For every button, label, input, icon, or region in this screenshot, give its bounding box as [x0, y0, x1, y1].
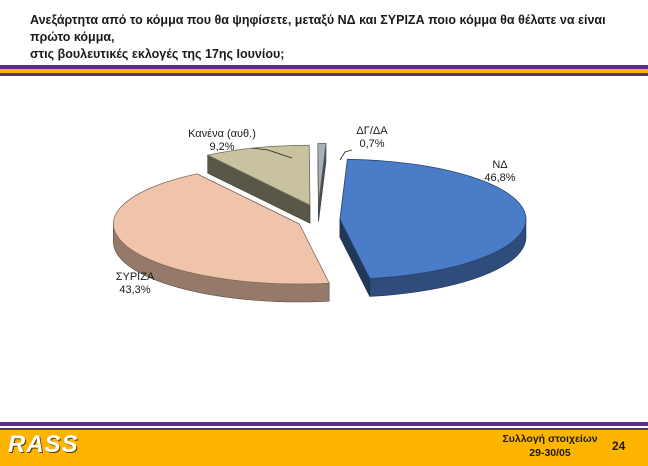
- collection-dates: 29-30/05: [529, 447, 571, 459]
- slice-value-syriza: 43,3%: [119, 284, 150, 296]
- pie-slice-top-nd: [339, 158, 527, 279]
- top-band-purple-1: [0, 65, 648, 69]
- slice-value-dg-da: 0,7%: [359, 138, 384, 150]
- leader-line-kanena: [251, 147, 293, 159]
- rass-logo: RASS: [8, 431, 79, 458]
- leader-line-dg-da: [339, 149, 353, 161]
- bottom-band-purple-1: [0, 422, 648, 426]
- slice-label-nd: ΝΔ: [492, 159, 508, 171]
- pie-slice-dg-da: [317, 143, 327, 222]
- page-number: 24: [612, 439, 626, 453]
- bottom-band-white: [0, 426, 648, 428]
- slide-title-line-2: στις βουλευτικές εκλογές της 17ης Ιουνίο…: [30, 47, 285, 61]
- slice-value-nd: 46,8%: [484, 172, 515, 184]
- pie-slice-top-kanena: [206, 144, 311, 206]
- pie-slice-nd: [339, 158, 527, 297]
- bottom-band-purple-2: [0, 428, 648, 430]
- top-band-orange: [0, 69, 648, 73]
- collection-info: Συλλογή στοιχείων 29-30/05: [490, 432, 610, 460]
- pie-slice-top-dg-da: [317, 143, 327, 204]
- slice-label-kanena: Κανένα (αυθ.): [188, 128, 256, 140]
- pie-slice-kanena: [206, 144, 311, 224]
- slice-label-syriza: ΣΥΡΙΖΑ: [116, 271, 155, 283]
- collection-label: Συλλογή στοιχείων: [502, 433, 598, 445]
- slice-label-dg-da: ΔΓ/ΔΑ: [356, 125, 388, 137]
- pie-slice-top-syriza: [113, 173, 330, 285]
- pie-slice-syriza: [113, 173, 330, 303]
- slide-title-line-1: Ανεξάρτητα από το κόμμα που θα ψηφίσετε,…: [30, 13, 606, 44]
- slice-value-kanena: 9,2%: [209, 141, 234, 153]
- slide-title: Ανεξάρτητα από το κόμμα που θα ψηφίσετε,…: [30, 12, 630, 63]
- footer-band: [0, 430, 648, 466]
- top-band-purple-2: [0, 73, 648, 76]
